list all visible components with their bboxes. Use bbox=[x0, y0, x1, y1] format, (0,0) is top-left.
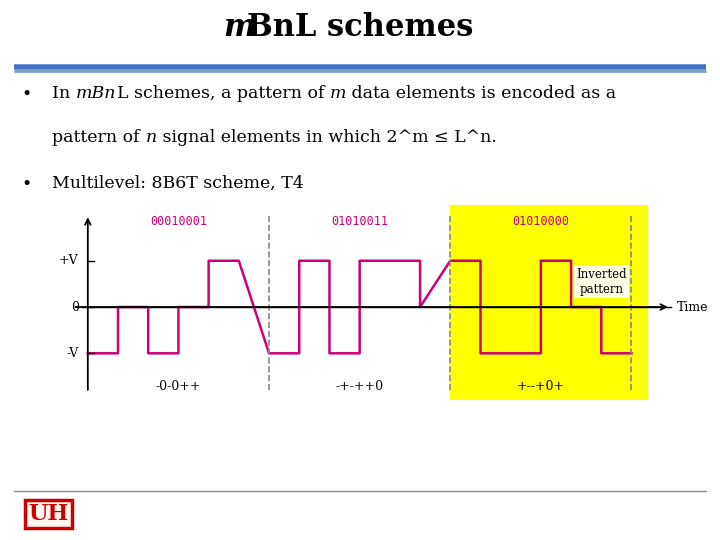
Text: Time: Time bbox=[677, 301, 708, 314]
Text: -+-++0: -+-++0 bbox=[336, 380, 384, 393]
Text: BnL schemes: BnL schemes bbox=[247, 12, 473, 43]
Text: +V: +V bbox=[59, 254, 78, 267]
Text: L schemes, a pattern of: L schemes, a pattern of bbox=[117, 85, 330, 102]
Text: +--+0+: +--+0+ bbox=[517, 380, 565, 393]
Text: 01010000: 01010000 bbox=[513, 215, 570, 228]
Text: 01010011: 01010011 bbox=[331, 215, 388, 228]
Text: pattern of: pattern of bbox=[53, 129, 145, 146]
Text: Inverted
pattern: Inverted pattern bbox=[576, 268, 626, 295]
Text: data elements is encoded as a: data elements is encoded as a bbox=[346, 85, 616, 102]
Text: UH: UH bbox=[28, 503, 69, 525]
Text: m: m bbox=[223, 12, 255, 43]
Text: n: n bbox=[145, 129, 157, 146]
Text: 0: 0 bbox=[71, 301, 78, 314]
Text: mBn: mBn bbox=[76, 85, 117, 102]
Bar bbox=[450, 205, 647, 400]
Text: -V: -V bbox=[66, 347, 78, 360]
Text: m: m bbox=[330, 85, 346, 102]
Text: •: • bbox=[22, 85, 32, 103]
Text: -0-0++: -0-0++ bbox=[156, 380, 201, 393]
Text: In: In bbox=[53, 85, 76, 102]
Text: signal elements in which 2^m ≤ L^n.: signal elements in which 2^m ≤ L^n. bbox=[157, 129, 497, 146]
Text: •: • bbox=[22, 175, 32, 193]
Text: Multilevel: 8B6T scheme, T4: Multilevel: 8B6T scheme, T4 bbox=[53, 175, 304, 192]
Text: 00010001: 00010001 bbox=[150, 215, 207, 228]
